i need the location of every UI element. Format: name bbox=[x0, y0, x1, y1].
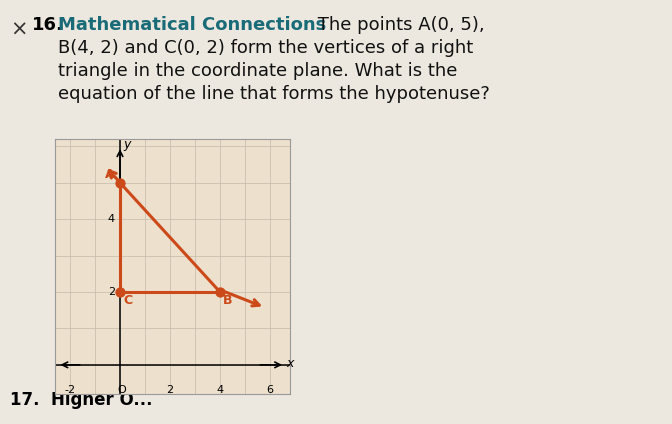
Text: 4: 4 bbox=[216, 385, 224, 395]
Text: 16.: 16. bbox=[32, 16, 64, 34]
Text: The points A(0, 5),: The points A(0, 5), bbox=[312, 16, 485, 34]
Text: 6: 6 bbox=[267, 385, 274, 395]
Text: O: O bbox=[117, 385, 126, 395]
Text: x: x bbox=[286, 357, 294, 370]
Text: triangle in the coordinate plane. What is the: triangle in the coordinate plane. What i… bbox=[58, 62, 458, 80]
Point bbox=[115, 179, 126, 186]
Text: B(4, 2) and C(0, 2) form the vertices of a right: B(4, 2) and C(0, 2) form the vertices of… bbox=[58, 39, 473, 57]
Text: 2: 2 bbox=[108, 287, 115, 297]
Text: y: y bbox=[123, 138, 130, 151]
Text: 17.  Higher O...: 17. Higher O... bbox=[10, 391, 153, 409]
Text: Mathematical Connections: Mathematical Connections bbox=[58, 16, 326, 34]
Text: -2: -2 bbox=[65, 385, 75, 395]
Text: equation of the line that forms the hypotenuse?: equation of the line that forms the hypo… bbox=[58, 85, 490, 103]
Point bbox=[115, 289, 126, 296]
Text: B: B bbox=[223, 294, 233, 307]
Text: 2: 2 bbox=[167, 385, 173, 395]
Text: A: A bbox=[105, 168, 114, 181]
Text: $\times$: $\times$ bbox=[10, 19, 27, 39]
Text: C: C bbox=[123, 294, 132, 307]
Point bbox=[214, 289, 225, 296]
Text: 4: 4 bbox=[108, 214, 115, 224]
